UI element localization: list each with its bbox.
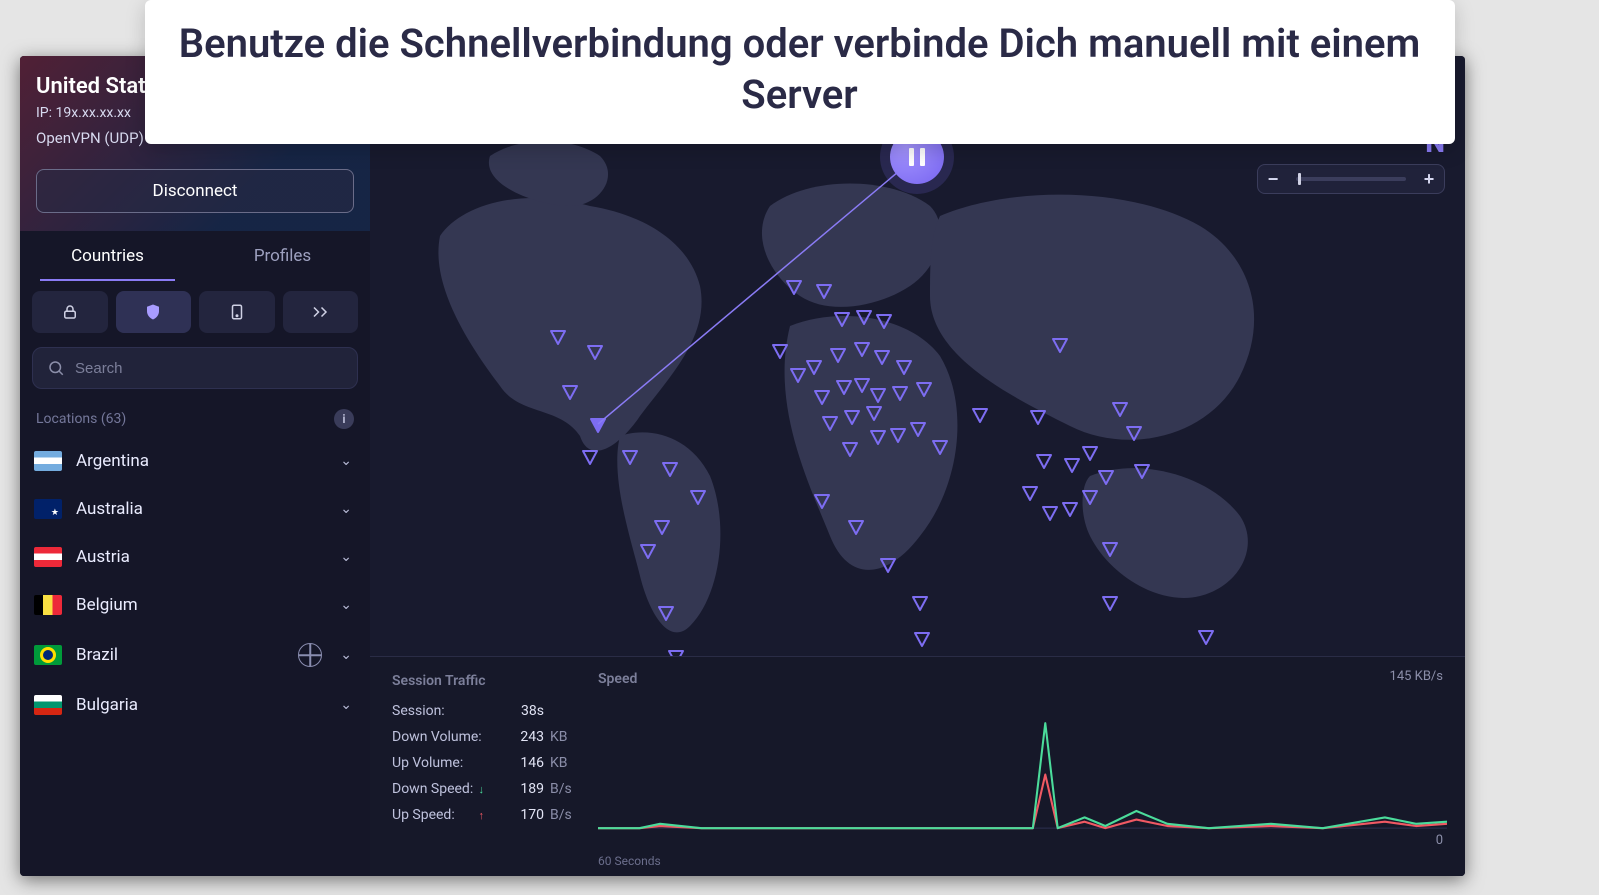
location-item-ar[interactable]: Argentina ⌄ <box>20 437 366 485</box>
info-icon[interactable]: i <box>334 409 354 429</box>
location-name: Brazil <box>76 645 284 665</box>
session-row-label: Session: <box>392 703 445 719</box>
protocol-label: OpenVPN (UDP) <box>36 129 144 147</box>
tor-icon <box>228 303 246 321</box>
multihop-icon <box>310 303 330 321</box>
search-icon <box>47 359 65 377</box>
chevron-down-icon: ⌄ <box>340 501 352 517</box>
chevron-down-icon: ⌄ <box>340 647 352 663</box>
session-title: Session Traffic <box>392 673 576 689</box>
location-item-at[interactable]: Austria ⌄ <box>20 533 366 581</box>
speed-ymin: 0 <box>1436 833 1443 848</box>
zoom-slider[interactable] <box>1296 177 1406 181</box>
session-row: Up Volume: 146 KB <box>392 755 576 771</box>
upload-arrow-icon: ↑ <box>479 809 485 822</box>
session-row-label: Up Speed: <box>392 807 455 823</box>
session-row-value: 189 <box>488 781 544 797</box>
bottom-panel: Session Traffic Session: 38s Down Volume: 2… <box>370 656 1465 876</box>
chevron-down-icon: ⌄ <box>340 453 352 469</box>
location-name: Argentina <box>76 451 326 471</box>
map[interactable]: − + <box>370 56 1465 656</box>
locations-count: 63 <box>106 411 122 427</box>
zoom-out-button[interactable]: − <box>1258 165 1288 193</box>
speed-title: Speed <box>598 671 1447 687</box>
search-field[interactable] <box>32 347 358 389</box>
zoom-in-button[interactable]: + <box>1414 165 1444 193</box>
location-name: Bulgaria <box>76 695 326 715</box>
session-row-unit: KB <box>550 729 576 745</box>
annotation-banner: Benutze die Schnellverbindung oder verbi… <box>145 0 1455 144</box>
shield-icon <box>144 303 162 321</box>
session-row: Session: 38s <box>392 703 576 719</box>
flag-icon <box>34 595 62 615</box>
sidebar-tabs: Countries Profiles <box>20 231 370 281</box>
speed-xlabel: 60 Seconds <box>598 854 661 868</box>
locations-header: Locations (63) i <box>20 393 370 437</box>
globe-icon <box>298 643 322 667</box>
location-item-be[interactable]: Belgium ⌄ <box>20 581 366 629</box>
filter-lock-button[interactable] <box>32 291 108 333</box>
session-row: Down Speed: ↓189 B/s <box>392 781 576 797</box>
chevron-down-icon: ⌄ <box>340 697 352 713</box>
tab-countries[interactable]: Countries <box>20 231 195 281</box>
location-item-bg[interactable]: Bulgaria ⌄ <box>20 681 366 729</box>
filter-shield-button[interactable] <box>116 291 192 333</box>
lock-icon <box>61 303 79 321</box>
session-row-label: Down Volume: <box>392 729 482 745</box>
session-row-value: 170 <box>488 807 544 823</box>
location-item-au[interactable]: Australia ⌄ <box>20 485 366 533</box>
tab-countries-label: Countries <box>71 246 144 266</box>
session-row-value: 146 <box>488 755 544 771</box>
main-area: − + Session Traffic Session: 38s Down Volu… <box>370 56 1465 876</box>
search-wrap <box>20 337 370 393</box>
speed-ymax: 145 KB/s <box>1390 669 1443 684</box>
session-row-value: 38s <box>488 703 544 719</box>
location-item-br[interactable]: Brazil ⌄ <box>20 629 366 681</box>
session-row: Down Volume: 243 KB <box>392 729 576 745</box>
sidebar: United States IP: 19x.xx.xx.xx OpenVPN (… <box>20 56 370 876</box>
locations-list[interactable]: Argentina⌄Australia⌄Austria⌄Belgium⌄Braz… <box>20 437 370 876</box>
annotation-banner-text: Benutze die Schnellverbindung oder verbi… <box>179 20 1421 118</box>
filter-multihop-button[interactable] <box>283 291 359 333</box>
flag-icon <box>34 645 62 665</box>
tab-profiles[interactable]: Profiles <box>195 231 370 281</box>
flag-icon <box>34 695 62 715</box>
session-row-value: 243 <box>488 729 544 745</box>
download-arrow-icon: ↓ <box>479 783 485 796</box>
flag-icon <box>34 451 62 471</box>
chevron-down-icon: ⌄ <box>340 549 352 565</box>
filter-row <box>20 281 370 337</box>
speed-chart: Speed 145 KB/s 60 Seconds 0 <box>590 657 1465 876</box>
filter-tor-button[interactable] <box>199 291 275 333</box>
zoom-control: − + <box>1257 164 1445 194</box>
session-row-label: Up Volume: <box>392 755 463 771</box>
tab-profiles-label: Profiles <box>254 246 311 266</box>
location-name: Belgium <box>76 595 326 615</box>
flag-icon <box>34 499 62 519</box>
disconnect-label: Disconnect <box>153 181 238 201</box>
search-input[interactable] <box>75 360 343 377</box>
app-window: ✕ N United States IP: 19x.xx.xx.xx OpenV… <box>20 56 1465 876</box>
location-name: Austria <box>76 547 326 567</box>
session-row: Up Speed: ↑170 B/s <box>392 807 576 823</box>
disconnect-button[interactable]: Disconnect <box>36 169 354 213</box>
location-name: Australia <box>76 499 326 519</box>
session-row-unit: B/s <box>550 781 576 797</box>
flag-icon <box>34 547 62 567</box>
session-row-label: Down Speed: <box>392 781 473 797</box>
session-row-unit: KB <box>550 755 576 771</box>
chevron-down-icon: ⌄ <box>340 597 352 613</box>
locations-header-label: Locations <box>36 411 97 427</box>
session-traffic: Session Traffic Session: 38s Down Volume: 2… <box>370 657 590 876</box>
session-row-unit: B/s <box>550 807 576 823</box>
